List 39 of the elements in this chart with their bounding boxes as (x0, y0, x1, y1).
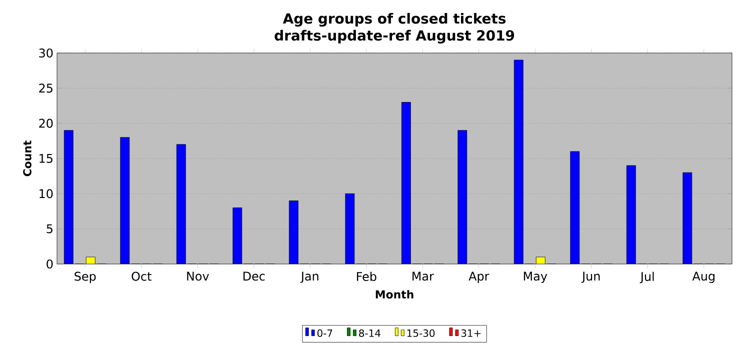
y-tick-label: 0 (46, 259, 53, 269)
y-tick-label: 25 (39, 84, 52, 93)
bar (176, 144, 186, 264)
bar (120, 137, 130, 264)
bar (401, 102, 411, 264)
y-tick-label: 5 (46, 224, 52, 234)
legend-label: 31+ (461, 329, 481, 337)
y-tick-label: 20 (39, 118, 53, 128)
legend-label: 0-7 (317, 329, 332, 337)
x-axis-title: Month (376, 290, 414, 299)
x-tick-label: Jan (300, 272, 318, 283)
x-tick-label: Jul (640, 272, 654, 284)
x-tick-label: Mar (412, 272, 434, 281)
x-tick-label: Oct (132, 272, 152, 281)
y-tick-label: 15 (40, 154, 52, 163)
bar (288, 200, 298, 264)
y-axis-title: Count (23, 140, 32, 176)
bar (458, 130, 468, 264)
chart-title: Age groups of closed tickets (282, 12, 506, 27)
legend-label: 8-14 (359, 329, 380, 337)
y-tick-label: 10 (40, 189, 53, 198)
x-tick-label: Sep (74, 272, 96, 284)
y-tick-label: 30 (39, 48, 53, 58)
x-tick-label: May (524, 272, 548, 283)
x-tick-label: Dec (243, 272, 265, 281)
legend-label: 15-30 (407, 329, 435, 337)
bar (570, 151, 580, 264)
bar (626, 165, 636, 264)
x-tick-label: Aug (692, 272, 714, 283)
chart-subtitle: drafts-update-ref August 2019 (274, 30, 514, 44)
x-tick-label: Apr (468, 272, 490, 283)
bar (514, 60, 524, 264)
bar (682, 172, 692, 264)
x-tick-label: Feb (356, 272, 376, 282)
x-tick-label: Jun (581, 272, 600, 283)
bar (345, 193, 355, 264)
bar (64, 130, 74, 264)
bar (232, 208, 242, 264)
x-tick-label: Nov (187, 272, 209, 281)
